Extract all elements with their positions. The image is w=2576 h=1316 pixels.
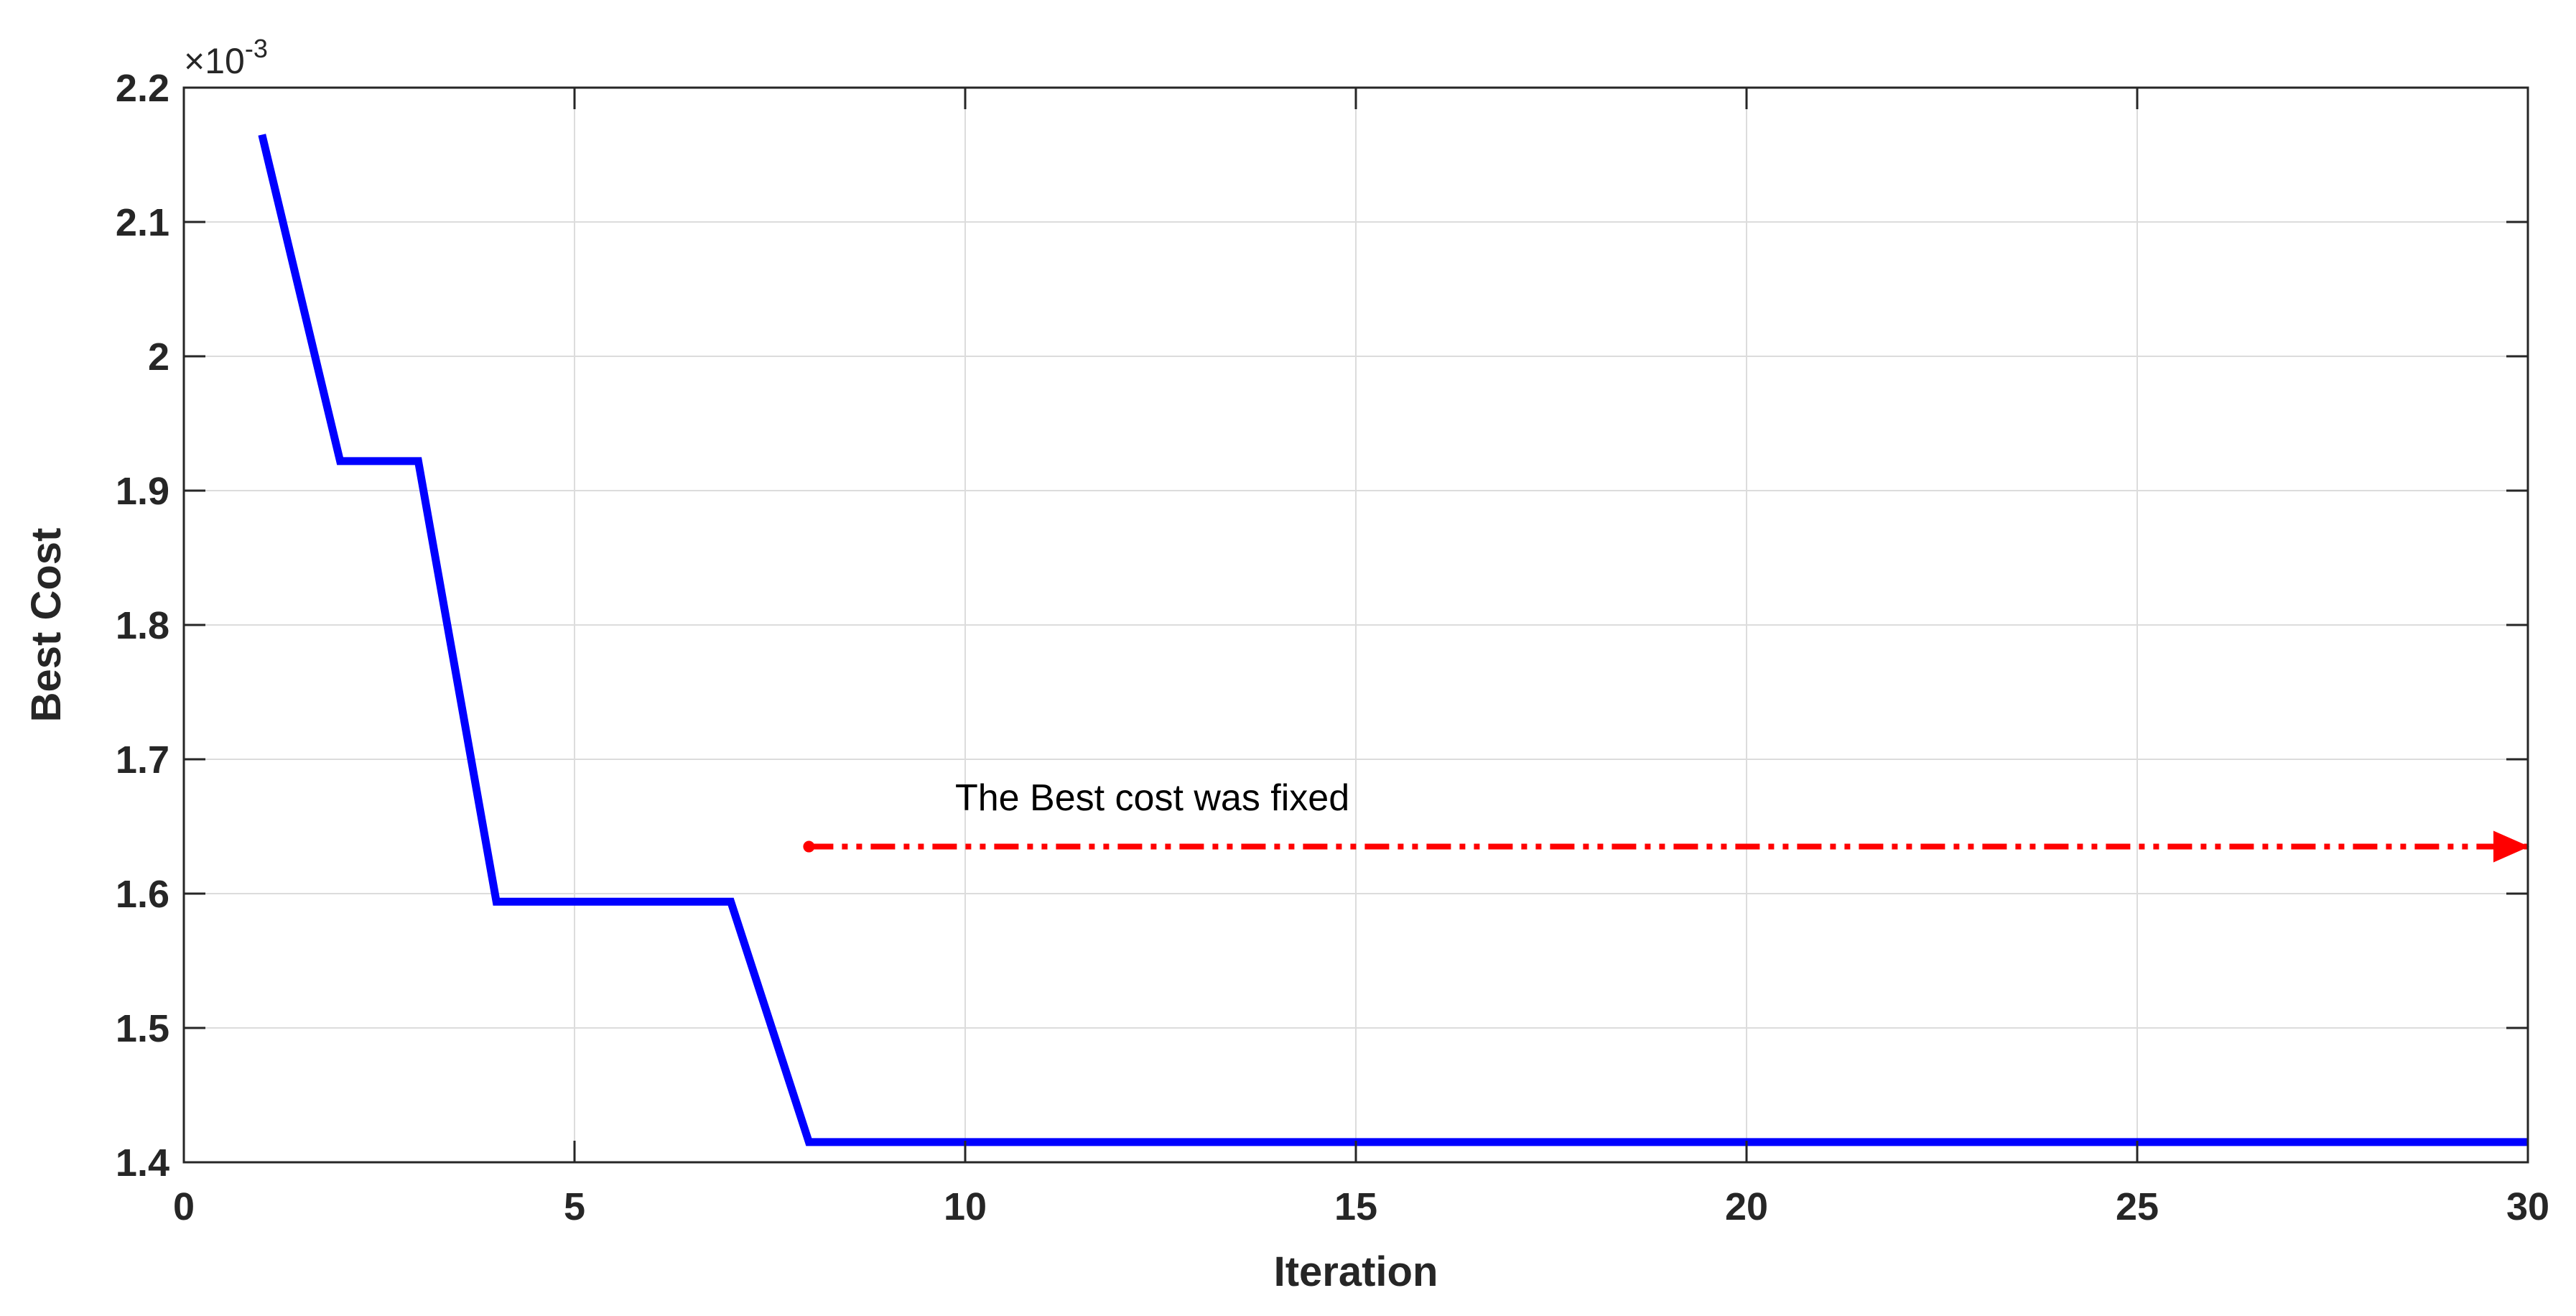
labels: 0 5 10 15 20 25 30 1.4 1.5 1.6 1.7 1.8 1.9 2 2.1 2.2 ×10… <box>23 34 2549 1295</box>
y-tick-label: 1.5 <box>116 1007 169 1050</box>
x-axis-label: Iteration <box>1274 1248 1438 1295</box>
y-tick-label: 1.4 <box>116 1141 169 1185</box>
y-tick-label: 2.1 <box>116 201 169 244</box>
x-tick-label: 15 <box>1334 1185 1377 1228</box>
grid <box>184 88 2528 1162</box>
y-tick-label: 1.7 <box>116 738 169 782</box>
series-layer <box>258 134 2528 1146</box>
y-axis-label: Best Cost <box>23 528 70 723</box>
y-exponent-label: ×10-3 <box>184 34 268 81</box>
x-tick-label: 0 <box>173 1185 195 1228</box>
series-line-0 <box>258 134 2528 1146</box>
x-tick-label: 30 <box>2506 1185 2549 1228</box>
x-tick-label: 5 <box>564 1185 585 1228</box>
y-tick-label: 2 <box>148 335 169 379</box>
y-tick-label: 1.9 <box>116 470 169 513</box>
ticks <box>182 86 2529 1164</box>
y-tick-label: 1.6 <box>116 873 169 916</box>
x-tick-label: 10 <box>944 1185 987 1228</box>
y-tick-label: 1.8 <box>116 604 169 647</box>
y-tick-label: 2.2 <box>116 67 169 110</box>
x-tick-label: 20 <box>1725 1185 1768 1228</box>
annotation-layer: The Best cost was fixed <box>803 777 2529 863</box>
annotation-text: The Best cost was fixed <box>955 777 1349 819</box>
x-tick-label: 25 <box>2116 1185 2159 1228</box>
